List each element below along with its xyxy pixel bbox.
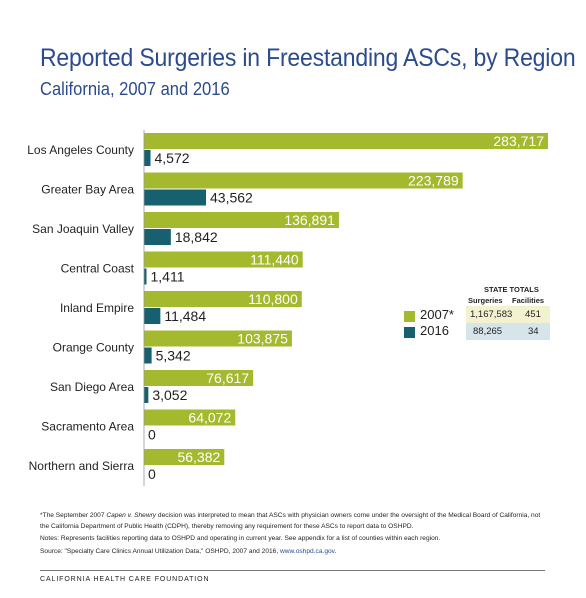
data-label: 103,875 [237,331,288,347]
chart-notes: *The September 2007 Capen v. Shewry deci… [40,511,550,559]
legend-label-2007: 2007* [420,307,454,322]
bar-2016 [144,150,151,166]
chart-subtitle: California, 2007 and 2016 [40,79,230,99]
note-source: Source: "Specialty Care Clinics Annual U… [40,547,337,555]
state-totals-col-facilities: Facilities [512,296,545,305]
bar-2007 [144,212,339,228]
note-notes: Notes: Represents facilities reporting d… [40,535,441,543]
data-label: 136,891 [284,212,335,228]
data-label: 56,382 [177,449,220,465]
bar-2007 [144,409,236,426]
data-label: 223,789 [408,173,459,189]
category-label: Sacramento Area [41,420,134,434]
data-label: 76,617 [206,370,249,386]
bar-2016 [144,387,149,403]
note-footnote: *The September 2007 Capen v. Shewry deci… [40,512,541,530]
state-totals-heading: STATE TOTALS [484,285,539,294]
data-label: 64,072 [188,410,231,426]
data-label: 0 [148,427,156,443]
category-label: Northern and Sierra [29,459,135,473]
source-link[interactable]: www.oshpd.ca.gov [279,547,335,555]
category-label: Central Coast [61,262,135,276]
bar-2007 [144,291,302,307]
bar-2007 [144,172,463,189]
bar-2007 [144,251,303,268]
data-label: 5,342 [156,348,191,364]
bar-2016 [144,229,171,245]
bar-2016 [144,308,161,324]
bar-2007 [144,330,292,347]
legend-swatch-2007 [404,311,415,322]
category-label: San Diego Area [50,380,134,394]
data-label: 110,800 [248,291,298,307]
state-totals-row-2016: 88,265 34 [466,323,550,340]
bar-2016 [144,347,152,364]
category-label: San Joaquin Valley [32,222,134,236]
bar-2007 [144,370,254,386]
data-label: 11,484 [164,308,206,324]
data-label: 43,562 [210,190,253,206]
footer-divider [40,570,545,571]
footer-org: CALIFORNIA HEALTH CARE FOUNDATION [40,576,210,583]
data-label: 18,842 [175,229,218,245]
legend-label-2016: 2016 [420,323,449,338]
totals-surgeries-2007: 1,167,583 [470,309,513,320]
data-label: 0 [148,466,156,482]
category-label: Orange County [53,341,134,355]
bar-2016 [144,268,147,285]
totals-facilities-2016: 34 [528,326,539,337]
bar-2016 [144,189,207,206]
data-label: 111,440 [250,252,299,268]
state-totals-col-surgeries: Surgeries [468,296,503,305]
legend-swatch-2016 [404,327,415,338]
data-label: 3,052 [152,387,187,403]
chart-title: Reported Surgeries in Freestanding ASCs,… [40,44,576,72]
bar-2007 [144,133,548,149]
totals-surgeries-2016: 88,265 [473,326,503,337]
state-totals-row-2007: 1,167,583 451 [466,306,550,323]
data-label: 1,411 [151,269,185,285]
totals-facilities-2007: 451 [525,309,541,320]
category-label: Inland Empire [60,301,134,315]
data-label: 283,717 [493,133,544,149]
data-label: 4,572 [155,150,190,166]
category-label: Greater Bay Area [41,183,134,197]
category-label: Los Angeles County [27,143,134,157]
bar-2007 [144,449,225,465]
